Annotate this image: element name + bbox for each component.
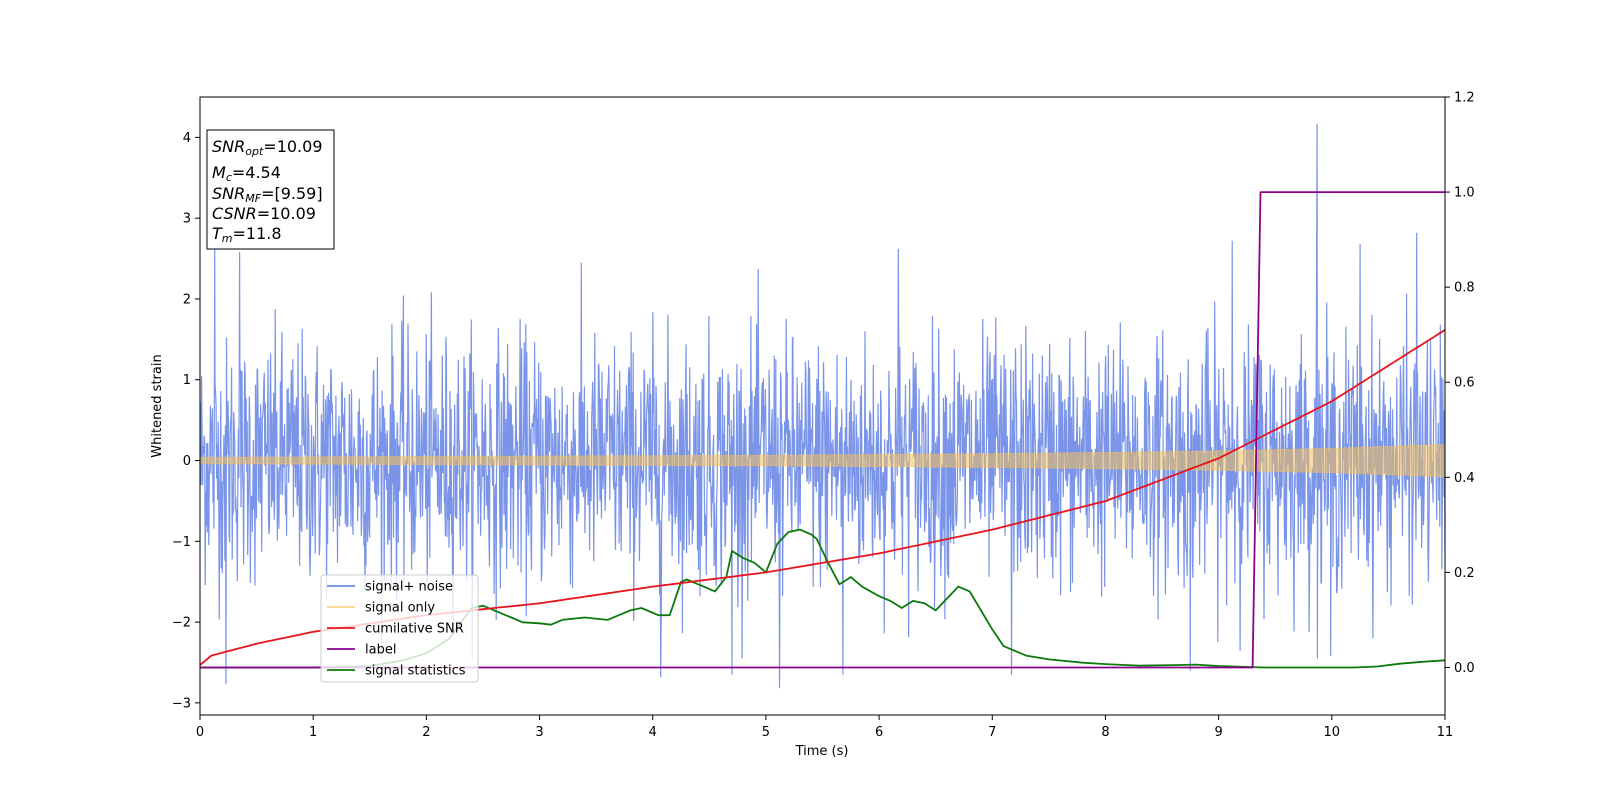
y-axis-right: 0.0 0.2 0.4 0.6 0.8 1.0 1.2 (1445, 91, 1475, 676)
legend: signal+ noise signal only cumilative SNR la… (320, 574, 479, 683)
plot-frame (199, 96, 1446, 716)
legend-label: signal statistics (365, 664, 466, 679)
y-tick-label: 4 (183, 131, 191, 146)
info-snr-opt: SNRopt=10.09 (212, 137, 323, 158)
info-mc: Mc=4.54 (212, 163, 281, 184)
y2-tick-label: 0.4 (1454, 471, 1475, 486)
y-axis-label: Whitened strain (150, 354, 165, 457)
plot-area (200, 123, 1445, 689)
y-tick-label: −2 (172, 616, 191, 631)
x-tick-label: 1 (309, 725, 317, 740)
x-tick-label: 11 (1437, 725, 1454, 740)
y-tick-label: 2 (183, 292, 191, 307)
x-tick-label: 7 (988, 725, 996, 740)
y-tick-label: −1 (172, 535, 191, 550)
series-signal-only (200, 443, 1445, 478)
info-box-frame (206, 129, 335, 250)
y2-tick-label: 0.6 (1454, 376, 1475, 391)
x-tick-label: 0 (196, 725, 204, 740)
x-tick-label: 5 (762, 725, 770, 740)
y2-tick-label: 1.0 (1454, 186, 1475, 201)
x-tick-label: 3 (535, 725, 543, 740)
y-tick-label: 0 (183, 454, 191, 469)
series-label (200, 191, 1445, 669)
series-signal-statistics (200, 528, 1445, 669)
x-tick-label: 9 (1214, 725, 1222, 740)
info-box: SNRopt=10.09 Mc=4.54 SNRMF=[9.59] CSNR=1… (206, 129, 335, 250)
x-tick-label: 6 (875, 725, 883, 740)
y2-tick-label: 0.8 (1454, 281, 1475, 296)
info-csnr: CSNR=10.09 (212, 204, 316, 223)
y2-tick-label: 0.0 (1454, 661, 1475, 676)
legend-label: cumilative SNR (365, 622, 464, 637)
legend-label: signal+ noise (365, 580, 453, 595)
y-tick-label: 1 (183, 373, 191, 388)
x-tick-label: 2 (422, 725, 430, 740)
x-axis: 0 1 2 3 4 5 6 7 8 9 10 11 (196, 715, 1453, 740)
legend-frame (320, 574, 479, 683)
x-tick-label: 8 (1101, 725, 1109, 740)
x-tick-label: 4 (649, 725, 657, 740)
y-tick-label: −3 (172, 696, 191, 711)
y2-tick-label: 1.2 (1454, 91, 1475, 106)
info-snr-mf: SNRMF=[9.59] (212, 184, 323, 205)
y-tick-label: 3 (183, 212, 191, 227)
x-tick-label: 10 (1324, 725, 1341, 740)
y2-tick-label: 0.2 (1454, 566, 1475, 581)
info-tm: Tm=11.8 (212, 224, 282, 245)
legend-label: label (365, 643, 396, 658)
x-axis-label: Time (s) (795, 744, 849, 759)
y-axis-left: −3 −2 −1 0 1 2 3 4 (172, 131, 200, 711)
legend-label: signal only (365, 601, 435, 616)
